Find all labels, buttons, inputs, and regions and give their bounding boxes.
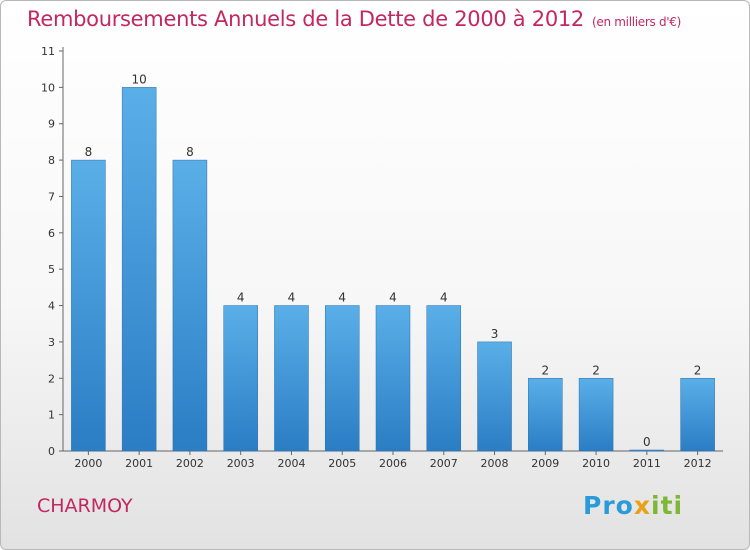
x-tick-label: 2004 — [277, 457, 305, 470]
x-tick-label: 2000 — [74, 457, 102, 470]
bar-value-label: 4 — [237, 291, 245, 305]
y-tick-label: 9 — [48, 118, 55, 131]
bar-value-label: 4 — [440, 291, 448, 305]
x-tick-label: 2012 — [684, 457, 712, 470]
y-tick-label: 3 — [48, 336, 55, 349]
bar-value-label: 2 — [694, 363, 702, 377]
logo-letter: o — [615, 491, 634, 520]
bar-value-label: 2 — [541, 363, 549, 377]
chart-title-text: Remboursements Annuels de la Dette de 20… — [27, 7, 584, 31]
bar-value-label: 8 — [85, 145, 93, 159]
bar — [528, 378, 563, 452]
x-tick-label: 2010 — [582, 457, 610, 470]
logo-letter: i — [651, 491, 661, 520]
x-tick-label: 2011 — [633, 457, 661, 470]
chart-unit: (en milliers d'€) — [592, 15, 682, 29]
logo-letter: r — [602, 491, 616, 520]
logo-letter: t — [660, 491, 674, 520]
proxiti-logo: Proxiti — [583, 491, 683, 520]
bar-value-label: 0 — [643, 435, 651, 449]
bar-value-label: 8 — [186, 145, 194, 159]
commune-name: CHARMOY — [37, 495, 133, 517]
y-tick-label: 5 — [48, 263, 55, 276]
y-tick-label: 6 — [48, 227, 55, 240]
chart-title: Remboursements Annuels de la Dette de 20… — [27, 7, 681, 31]
bar-value-label: 2 — [592, 363, 600, 377]
bar-value-label: 4 — [389, 291, 397, 305]
bar — [680, 378, 715, 452]
bar-value-label: 10 — [132, 72, 147, 86]
bar — [223, 305, 258, 452]
x-tick-label: 2008 — [481, 457, 509, 470]
bar — [375, 305, 411, 452]
x-tick-label: 2003 — [227, 457, 255, 470]
y-tick-label: 4 — [48, 300, 55, 313]
bar — [172, 159, 208, 452]
x-tick-label: 2002 — [176, 457, 204, 470]
bar — [71, 159, 106, 452]
y-tick-label: 10 — [41, 81, 55, 94]
bar — [274, 305, 309, 452]
bar — [324, 305, 360, 452]
y-tick-label: 8 — [48, 154, 55, 167]
bar-value-label: 4 — [288, 291, 296, 305]
bar — [426, 305, 462, 452]
x-tick-label: 2007 — [430, 457, 458, 470]
y-tick-label: 0 — [48, 445, 55, 458]
x-tick-label: 2005 — [328, 457, 356, 470]
x-tick-label: 2006 — [379, 457, 407, 470]
bar — [578, 378, 614, 452]
bar-value-label: 3 — [491, 327, 499, 341]
logo-letter: i — [673, 491, 684, 520]
logo-letter: P — [583, 491, 603, 520]
x-tick-label: 2001 — [125, 457, 153, 470]
y-tick-label: 7 — [48, 190, 55, 203]
y-tick-label: 11 — [41, 45, 55, 58]
y-tick-label: 2 — [48, 372, 55, 385]
bar — [121, 87, 157, 452]
logo-letter: x — [633, 491, 651, 520]
bar-value-label: 4 — [338, 291, 346, 305]
bar — [629, 449, 665, 452]
y-tick-label: 1 — [48, 409, 55, 422]
x-tick-label: 2009 — [531, 457, 559, 470]
bar — [477, 341, 512, 452]
